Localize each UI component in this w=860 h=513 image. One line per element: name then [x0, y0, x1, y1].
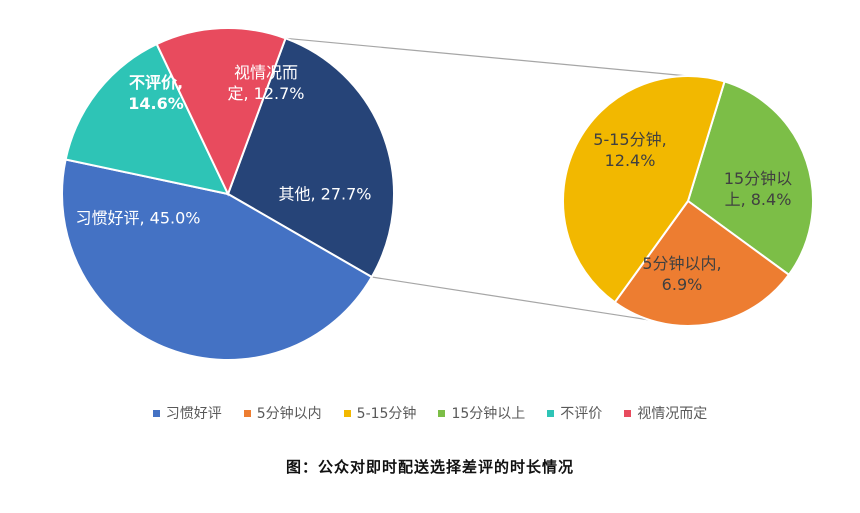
pie-of-pie-chart: 其他, 27.7% 习惯好评, 45.0% 不评价, 14.6% 视情况而定, 12.7… [61, 27, 814, 361]
connector-line-top [285, 37, 689, 77]
legend-item-2: 5-15分钟 [343, 403, 417, 423]
legend-label-1: 5分钟以内 [256, 406, 322, 422]
main-pie-label-0: 习惯好评, 45.0% [75, 209, 200, 228]
secondary-pie-label-1: 15分钟以上, 8.4% [724, 169, 792, 209]
secondary-pie-label-0: 5-15分钟, 12.4% [593, 130, 666, 170]
secondary-pie-slice-2 [613, 199, 791, 327]
legend-label-0: 习惯好评 [165, 406, 222, 422]
main-pie-slice-0 [61, 158, 374, 361]
main-pie-label-1: 不评价, 14.6% [128, 73, 184, 113]
legend-item-0: 习惯好评 [152, 403, 222, 423]
legend: 习惯好评 5分钟以内 5-15分钟 15分钟以上 不评价 视情况而定 [0, 400, 860, 426]
main-pie-slice-2 [155, 27, 287, 197]
main-pie-label-2: 视情况而定, 12.7% [227, 63, 304, 103]
main-pie-label-3: 其他, 27.7% [278, 185, 371, 204]
legend-label-4: 不评价 [560, 406, 603, 422]
legend-label-5: 视情况而定 [637, 406, 708, 422]
legend-swatch-4 [547, 409, 555, 417]
legend-swatch-5 [624, 409, 632, 417]
legend-swatch-2 [343, 409, 351, 417]
main-pie-slice-1 [64, 42, 230, 196]
secondary-pie-slice-1 [686, 80, 814, 277]
legend-swatch-3 [438, 409, 446, 417]
secondary-pie-slice-0 [561, 74, 726, 304]
legend-swatch-1 [243, 409, 251, 417]
connector-line-bottom [371, 276, 689, 327]
secondary-pie-label-2: 5分钟以内, 6.9% [642, 254, 721, 294]
legend-label-3: 15分钟以上 [451, 406, 526, 422]
legend-label-2: 5-15分钟 [356, 406, 417, 422]
figure-caption: 图：公众对即时配送选择差评的时长情况 [285, 458, 574, 476]
legend-item-3: 15分钟以上 [438, 403, 525, 423]
legend-item-1: 5分钟以内 [243, 403, 322, 423]
legend-swatch-0 [152, 409, 160, 417]
legend-item-4: 不评价 [547, 403, 602, 423]
legend-item-5: 视情况而定 [624, 403, 707, 423]
